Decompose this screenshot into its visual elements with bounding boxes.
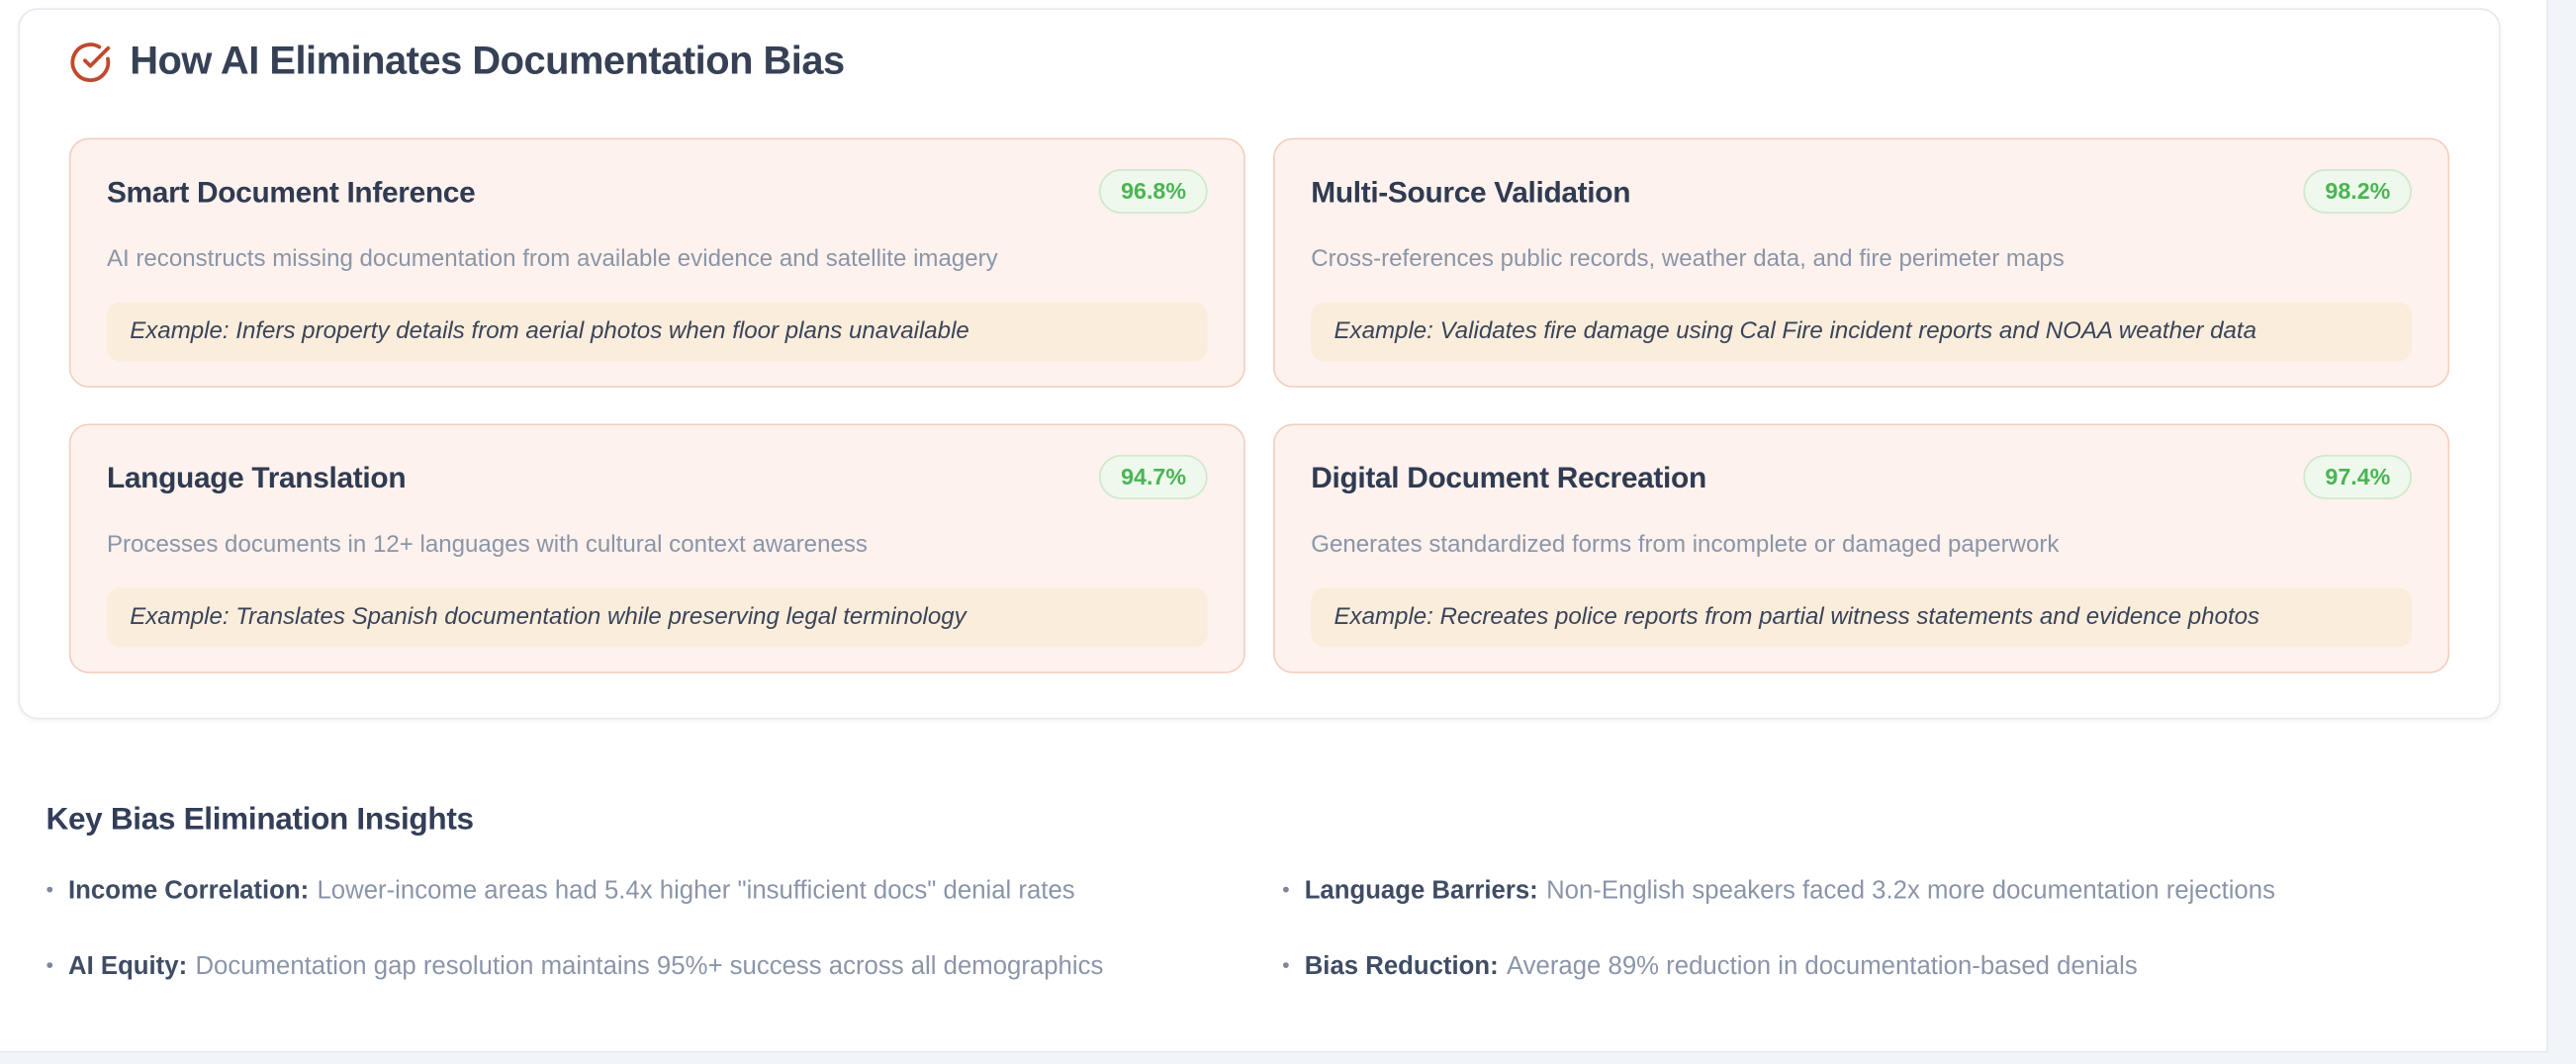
capability-example-text: Example: Recreates police reports from p… bbox=[1334, 604, 2260, 631]
insight-text: Documentation gap resolution maintains 9… bbox=[195, 952, 1104, 981]
insight-text: Non-English speakers faced 3.2x more doc… bbox=[1546, 876, 2275, 906]
capability-grid: Smart Document Inference 96.8% AI recons… bbox=[68, 137, 2450, 673]
insight-text: Average 89% reduction in documentation-b… bbox=[1506, 952, 2138, 981]
capability-description: Generates standardized forms from incomp… bbox=[1311, 532, 2060, 559]
insights-grid: • Income Correlation: Lower-income areas h… bbox=[46, 872, 2518, 986]
capability-example-text: Example: Infers property details from ae… bbox=[130, 318, 969, 345]
insight-ai-equity: • AI Equity: Documentation gap resolution … bbox=[46, 947, 1282, 985]
capability-example-box: Example: Translates Spanish documentatio… bbox=[106, 587, 1208, 648]
capability-example-text: Example: Translates Spanish documentatio… bbox=[130, 604, 966, 631]
insight-label: Language Barriers: bbox=[1304, 876, 1538, 906]
section-title: How AI Eliminates Documentation Bias bbox=[130, 39, 845, 84]
ai-bias-card: How AI Eliminates Documentation Bias Sma… bbox=[18, 8, 2501, 720]
capability-example-box: Example: Validates fire damage using Cal… bbox=[1311, 302, 2412, 362]
capability-title: Multi-Source Validation bbox=[1311, 174, 1631, 209]
insight-label: AI Equity: bbox=[68, 952, 188, 981]
capability-description: AI reconstructs missing documentation fr… bbox=[106, 246, 998, 273]
bullet-icon: • bbox=[1282, 952, 1290, 978]
insight-text: Lower-income areas had 5.4x higher "insu… bbox=[317, 876, 1075, 906]
insight-income-correlation: • Income Correlation: Lower-income areas h… bbox=[46, 872, 1282, 910]
capability-card-header: Digital Document Recreation 97.4% bbox=[1311, 455, 2412, 499]
capability-description: Processes documents in 12+ languages wit… bbox=[106, 532, 868, 559]
capability-card-digital-document-recreation: Digital Document Recreation 97.4% Genera… bbox=[1273, 423, 2450, 673]
bullet-icon: • bbox=[46, 952, 54, 978]
capability-card-multi-source-validation: Multi-Source Validation 98.2% Cross-refe… bbox=[1273, 137, 2450, 388]
accuracy-badge: 96.8% bbox=[1099, 169, 1208, 214]
capability-card-header: Multi-Source Validation 98.2% bbox=[1311, 169, 2412, 214]
check-circle-icon bbox=[69, 42, 112, 84]
insight-bias-reduction: • Bias Reduction: Average 89% reduction in… bbox=[1282, 947, 2519, 985]
capability-example-box: Example: Infers property details from ae… bbox=[106, 302, 1208, 362]
capability-description: Cross-references public records, weather… bbox=[1311, 246, 2065, 273]
insight-language-barriers: • Language Barriers: Non-English speakers … bbox=[1282, 872, 2519, 910]
insights-section: Key Bias Elimination Insights • Income Co… bbox=[46, 803, 2518, 985]
capability-title: Language Translation bbox=[106, 460, 407, 494]
accuracy-badge: 94.7% bbox=[1099, 455, 1208, 499]
capability-title: Smart Document Inference bbox=[106, 174, 476, 209]
capability-example-text: Example: Validates fire damage using Cal… bbox=[1334, 318, 2256, 345]
capability-example-box: Example: Recreates police reports from p… bbox=[1311, 587, 2412, 648]
capability-card-smart-document-inference: Smart Document Inference 96.8% AI recons… bbox=[68, 137, 1245, 388]
capability-title: Digital Document Recreation bbox=[1311, 460, 1706, 494]
insights-heading: Key Bias Elimination Insights bbox=[46, 803, 474, 838]
page-background: How AI Eliminates Documentation Bias Sma… bbox=[0, 0, 2548, 1053]
insight-label: Income Correlation: bbox=[68, 876, 310, 906]
bullet-icon: • bbox=[46, 876, 54, 902]
capability-card-header: Smart Document Inference 96.8% bbox=[107, 169, 1208, 214]
accuracy-badge: 97.4% bbox=[2303, 455, 2412, 499]
capability-card-header: Language Translation 94.7% bbox=[107, 455, 1208, 499]
capability-card-language-translation: Language Translation 94.7% Processes doc… bbox=[68, 423, 1245, 673]
accuracy-badge: 98.2% bbox=[2303, 169, 2412, 214]
bullet-icon: • bbox=[1282, 876, 1290, 902]
card-title-row: How AI Eliminates Documentation Bias bbox=[69, 40, 2449, 85]
insight-label: Bias Reduction: bbox=[1304, 952, 1499, 981]
